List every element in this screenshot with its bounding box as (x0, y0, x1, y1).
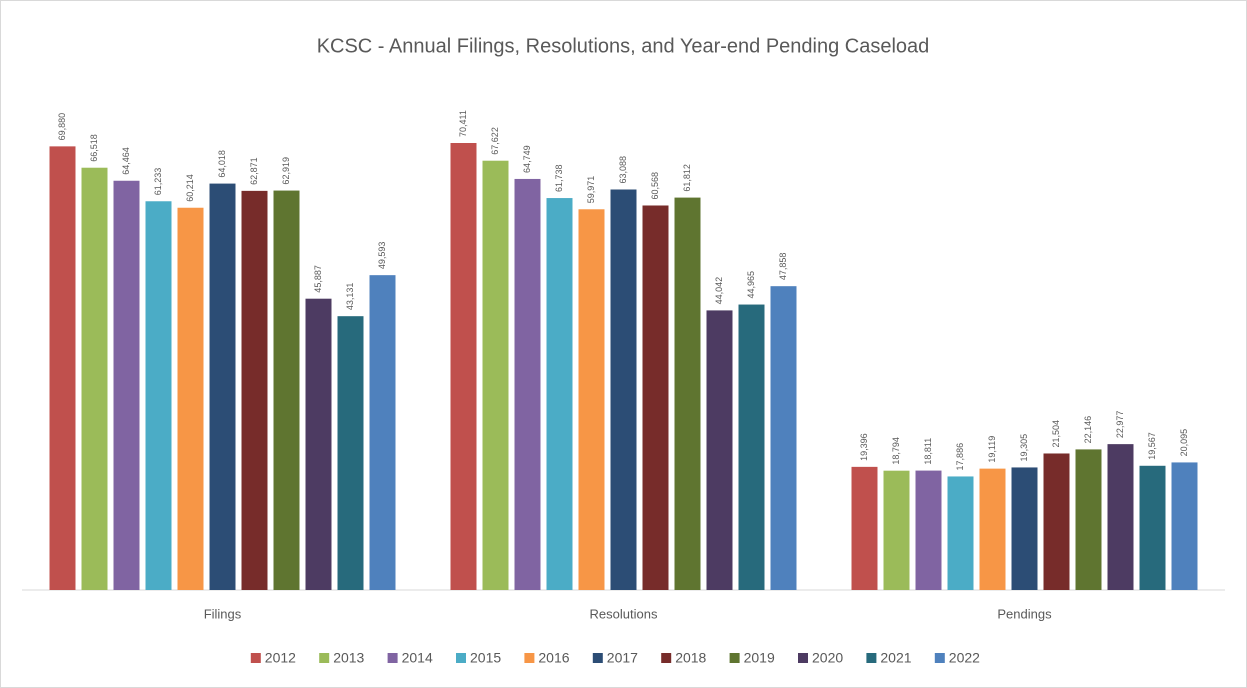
legend-swatch (934, 653, 945, 663)
legend-swatch (798, 653, 808, 663)
legend-label: 2019 (744, 650, 775, 666)
bar (1107, 444, 1134, 590)
legend-label: 2013 (333, 650, 364, 666)
legend-label: 2021 (880, 650, 911, 666)
bar (177, 207, 204, 590)
bar (642, 205, 669, 591)
legend-swatch (387, 653, 398, 663)
data-label: 61,738 (554, 165, 564, 193)
x-tick-label: Pendings (997, 606, 1052, 621)
legend-swatch (729, 653, 740, 663)
bar (915, 470, 942, 590)
data-label: 44,042 (714, 277, 724, 305)
data-label: 43,131 (345, 283, 355, 311)
data-label: 18,811 (923, 438, 933, 465)
bar (979, 468, 1006, 590)
data-label: 17,886 (955, 443, 965, 471)
legend-label: 2012 (265, 650, 296, 666)
data-label: 22,146 (1083, 416, 1093, 444)
legend-label: 2015 (470, 650, 501, 666)
bar (706, 310, 733, 590)
data-label: 45,887 (313, 265, 323, 293)
data-label: 69,880 (57, 113, 67, 141)
bar (610, 189, 637, 590)
data-label: 64,749 (522, 145, 532, 173)
legend-label: 2016 (538, 650, 569, 666)
bar (770, 286, 797, 590)
legend-label: 2020 (812, 650, 843, 666)
bar (369, 275, 396, 590)
legend-swatch (592, 653, 603, 663)
bar (1011, 467, 1038, 590)
bar (81, 167, 108, 590)
legend-swatch (250, 653, 261, 663)
data-label: 44,965 (746, 271, 756, 299)
data-label: 19,396 (859, 433, 869, 461)
bar (49, 146, 76, 590)
data-label: 64,018 (217, 150, 227, 178)
data-label: 60,568 (650, 172, 660, 200)
bar (674, 197, 701, 590)
data-label: 62,871 (249, 157, 259, 185)
data-label: 61,812 (682, 164, 692, 192)
data-label: 62,919 (281, 157, 291, 185)
x-tick-label: Filings (204, 606, 242, 621)
bar (305, 298, 332, 590)
bar (482, 160, 509, 590)
data-label: 70,411 (458, 110, 468, 137)
data-label: 22,977 (1115, 411, 1125, 439)
x-tick-label: Resolutions (590, 606, 658, 621)
data-label: 66,518 (89, 134, 99, 162)
data-label: 61,233 (153, 168, 163, 196)
data-label: 19,567 (1147, 432, 1157, 460)
bar (1075, 449, 1102, 590)
bar (883, 470, 910, 590)
legend-swatch (456, 653, 466, 663)
data-label: 59,971 (586, 176, 596, 204)
bar (450, 143, 477, 590)
bar (1139, 465, 1166, 590)
data-label: 19,119 (987, 436, 997, 463)
data-label: 67,622 (490, 127, 500, 155)
data-label: 64,464 (121, 147, 131, 175)
bar (851, 466, 878, 590)
data-label: 20,095 (1179, 429, 1189, 457)
bar (113, 180, 140, 591)
data-label: 63,088 (618, 156, 628, 184)
bar (514, 178, 541, 590)
bar (1043, 453, 1070, 590)
bar (578, 209, 605, 590)
data-label: 47,858 (778, 253, 788, 281)
bar (209, 183, 236, 590)
legend-label: 2022 (949, 650, 980, 666)
data-label: 19,305 (1019, 434, 1029, 462)
data-label: 18,794 (891, 437, 901, 465)
bar (337, 316, 364, 590)
legend-label: 2018 (675, 650, 706, 666)
bar (145, 201, 172, 590)
bar (1171, 462, 1198, 590)
bar (738, 304, 765, 590)
data-label: 49,593 (377, 242, 387, 270)
data-label: 60,214 (185, 174, 195, 202)
bar (241, 190, 268, 590)
legend-label: 2014 (402, 650, 433, 666)
legend-label: 2017 (607, 650, 638, 666)
legend-swatch (319, 653, 330, 663)
legend-swatch (866, 653, 877, 663)
bar (546, 198, 573, 591)
bar (273, 190, 300, 591)
legend-swatch (524, 653, 535, 663)
chart-title: KCSC - Annual Filings, Resolutions, and … (317, 35, 930, 57)
data-label: 21,504 (1051, 420, 1061, 448)
bar (947, 476, 974, 590)
legend-swatch (661, 653, 672, 663)
